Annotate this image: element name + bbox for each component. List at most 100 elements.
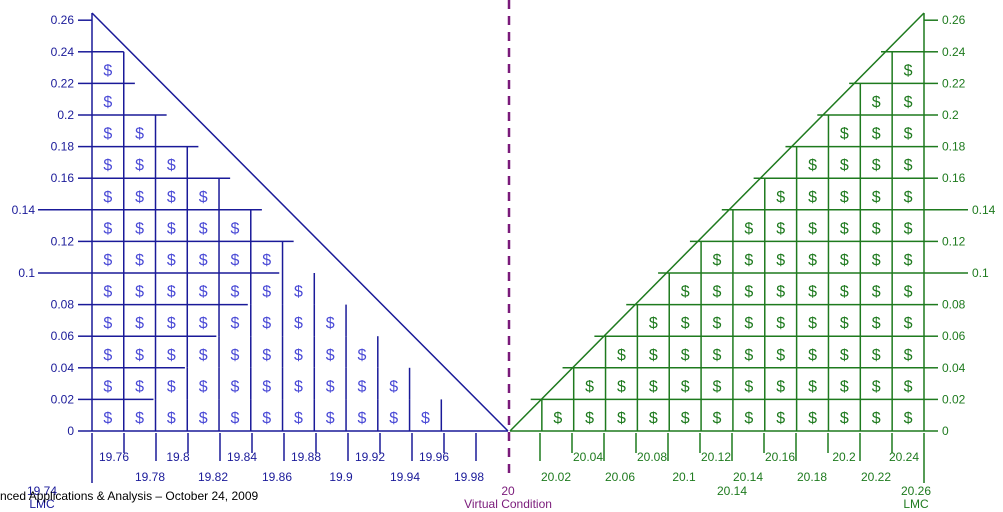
right-x-tick-label-low: 20.14 (717, 484, 747, 498)
right-x-tick-label: 20.18 (797, 470, 827, 484)
right-cell-symbol: $ (808, 315, 817, 332)
right-y-tick-label: 0.1 (972, 266, 989, 280)
right-cell-symbol: $ (744, 410, 753, 427)
right-cell-symbol: $ (617, 378, 626, 395)
right-y-tick-label: 0.08 (942, 298, 966, 312)
right-y-tick-label: 0 (942, 424, 949, 438)
right-cell-symbol: $ (840, 284, 849, 301)
left-cell-symbol: $ (230, 220, 239, 237)
right-cell-symbol: $ (649, 315, 658, 332)
right-cell-symbol: $ (808, 378, 817, 395)
left-triangle: $ $ $ $ $ $ $ $ $ $ $ $ $ $ $ $ $ $ $ $ $ $ $ $ $ $ $ $ $ $ $ $ $ $ $ $ $ $ $ $… (12, 12, 509, 511)
right-cell-symbol: $ (840, 378, 849, 395)
right-cell-symbol: $ (840, 189, 849, 206)
right-cell-symbol: $ (649, 378, 658, 395)
right-cell-symbol: $ (617, 410, 626, 427)
left-cell-symbol: $ (230, 284, 239, 301)
left-cell-symbol: $ (103, 189, 112, 206)
right-cell-symbol: $ (904, 189, 913, 206)
left-cell-symbol: $ (294, 315, 303, 332)
right-cell-symbol: $ (713, 284, 722, 301)
right-cell-symbol: $ (872, 220, 881, 237)
left-x-tick-label: 19.82 (198, 470, 228, 484)
right-cell-symbol: $ (681, 378, 690, 395)
right-cell-symbol: $ (904, 410, 913, 427)
left-x-tick-label: 19.84 (227, 450, 257, 464)
left-y-tick-label: 0 (67, 424, 74, 438)
right-cell-symbol: $ (744, 284, 753, 301)
left-cell-symbol: $ (421, 410, 430, 427)
left-x-tick-label: 19.98 (454, 470, 484, 484)
right-x-tick-label: 20.14 (733, 470, 763, 484)
left-cell-symbol: $ (103, 62, 112, 79)
left-y-tick-label: 0.06 (51, 329, 75, 343)
left-x-tick-label: 19.8 (166, 450, 190, 464)
right-cell-symbol: $ (840, 126, 849, 143)
labels: nced Applications & Analysis – October 2… (0, 489, 258, 503)
left-cell-symbol: $ (389, 410, 398, 427)
left-cell-symbol: $ (167, 189, 176, 206)
right-cell-symbol: $ (904, 220, 913, 237)
right-cell-symbol: $ (713, 347, 722, 364)
footer-text: nced Applications & Analysis – October 2… (0, 489, 258, 503)
left-cell-symbol: $ (167, 410, 176, 427)
right-x-tick-label: 20.1 (672, 470, 696, 484)
right-cell-symbol: $ (904, 284, 913, 301)
left-cell-symbol: $ (326, 378, 335, 395)
left-cell-symbol: $ (135, 378, 144, 395)
left-y-tick-label: 0.26 (51, 13, 75, 27)
left-cell-symbol: $ (103, 126, 112, 143)
right-cell-symbol: $ (808, 157, 817, 174)
virtual-condition-label: Virtual Condition (464, 497, 552, 511)
left-x-tick-label: 19.86 (262, 470, 292, 484)
left-y-tick-label: 0.02 (51, 392, 75, 406)
left-cell-symbol: $ (167, 378, 176, 395)
left-cell-symbol: $ (262, 252, 271, 269)
right-cell-symbol: $ (776, 347, 785, 364)
left-cell-symbol: $ (103, 220, 112, 237)
left-cell-symbol: $ (103, 347, 112, 364)
left-cell-symbol: $ (199, 189, 208, 206)
right-cell-symbol: $ (872, 94, 881, 111)
right-x-tick-label: 20.22 (861, 470, 891, 484)
right-cell-symbol: $ (744, 347, 753, 364)
left-cell-symbol: $ (230, 315, 239, 332)
left-cell-symbol: $ (103, 315, 112, 332)
right-cell-symbol: $ (808, 347, 817, 364)
left-y-tick-label: 0.22 (51, 76, 75, 90)
left-cell-symbol: $ (135, 126, 144, 143)
left-cell-symbol: $ (262, 284, 271, 301)
right-cell-symbol: $ (904, 347, 913, 364)
left-cell-symbol: $ (262, 315, 271, 332)
left-cell-symbol: $ (389, 378, 398, 395)
left-cell-symbol: $ (103, 284, 112, 301)
right-cell-symbol: $ (713, 378, 722, 395)
left-hypotenuse (91, 12, 509, 432)
right-y-tick-label: 0.14 (972, 203, 996, 217)
right-cell-symbol: $ (840, 410, 849, 427)
left-cell-symbol: $ (357, 378, 366, 395)
left-cell-symbol: $ (294, 284, 303, 301)
left-cell-symbol: $ (294, 410, 303, 427)
right-cell-symbol: $ (649, 347, 658, 364)
left-end-label: 19.74 (27, 484, 57, 498)
right-y-tick-label: 0.04 (942, 361, 966, 375)
right-y-tick-label: 0.16 (942, 171, 966, 185)
right-x-tick-label: 20.04 (573, 450, 603, 464)
right-cell-symbol: $ (713, 315, 722, 332)
left-cell-symbol: $ (262, 378, 271, 395)
right-cell-symbol: $ (808, 252, 817, 269)
right-y-tick-label: 0.06 (942, 329, 966, 343)
left-cell-symbol: $ (230, 378, 239, 395)
right-x-tick-label: 20.24 (889, 450, 919, 464)
right-cell-symbol: $ (776, 189, 785, 206)
virtual-condition-value: 20 (501, 484, 515, 498)
right-cell-symbol: $ (872, 347, 881, 364)
right-cell-symbol: $ (904, 315, 913, 332)
left-cell-symbol: $ (294, 378, 303, 395)
left-cell-symbol: $ (199, 220, 208, 237)
left-cell-symbol: $ (326, 315, 335, 332)
right-cell-symbol: $ (744, 378, 753, 395)
left-cell-symbol: $ (167, 220, 176, 237)
